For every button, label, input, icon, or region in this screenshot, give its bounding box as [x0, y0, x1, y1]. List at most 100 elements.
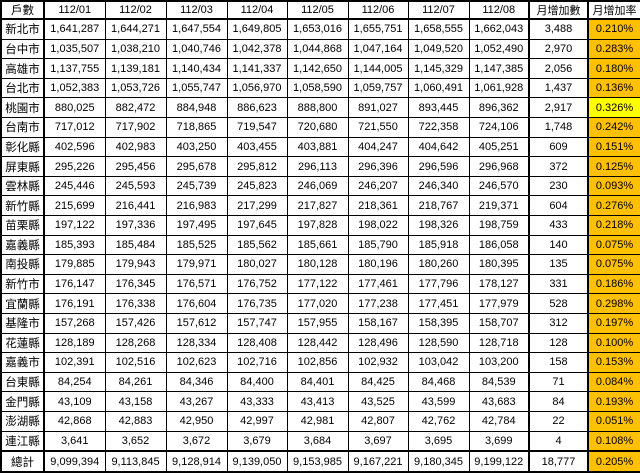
monthly-increase-rate-cell[interactable]: 0.186%	[587, 273, 640, 295]
monthly-increase-rate-cell[interactable]: 0.051%	[587, 410, 640, 432]
monthly-increase-rate-cell[interactable]: 0.075%	[587, 254, 640, 275]
value-cell[interactable]: 103,042	[407, 352, 470, 373]
monthly-increase-rate-cell[interactable]: 0.084%	[587, 371, 640, 393]
value-cell[interactable]: 128,408	[226, 332, 288, 354]
monthly-increase-rate-cell[interactable]: 0.283%	[587, 38, 640, 60]
value-cell[interactable]: 1,140,434	[165, 58, 228, 79]
column-header-monthly-increase-rate[interactable]: 月增加率	[587, 0, 640, 20]
value-cell[interactable]: 296,396	[347, 156, 409, 177]
monthly-increase-rate-cell[interactable]: 0.180%	[587, 58, 640, 79]
monthly-increase-rate-cell[interactable]: 0.093%	[587, 175, 640, 197]
monthly-increase-rate-cell[interactable]: 0.108%	[587, 430, 640, 452]
value-cell[interactable]: 43,109	[43, 391, 106, 412]
value-cell[interactable]: 296,968	[468, 156, 530, 177]
value-cell[interactable]: 296,113	[286, 156, 349, 177]
monthly-increase-cell[interactable]: 2,917	[528, 97, 589, 119]
value-cell[interactable]: 84,261	[104, 371, 167, 393]
value-cell[interactable]: 185,661	[286, 234, 349, 256]
value-cell[interactable]: 43,267	[165, 391, 228, 412]
row-label[interactable]: 南投縣	[0, 254, 45, 275]
value-cell[interactable]: 891,027	[347, 97, 409, 119]
value-cell[interactable]: 295,812	[226, 156, 288, 177]
value-cell[interactable]: 246,570	[468, 175, 530, 197]
row-label[interactable]: 宜蘭縣	[0, 293, 45, 314]
monthly-increase-cell[interactable]: 2,970	[528, 38, 589, 60]
value-cell[interactable]: 880,025	[43, 97, 106, 119]
value-cell[interactable]: 179,943	[104, 254, 167, 275]
value-cell[interactable]: 9,139,050	[226, 450, 288, 473]
value-cell[interactable]: 157,426	[104, 312, 167, 334]
value-cell[interactable]: 1,038,210	[104, 38, 167, 60]
value-cell[interactable]: 177,122	[286, 273, 349, 295]
monthly-increase-cell[interactable]: 331	[528, 273, 589, 295]
value-cell[interactable]: 403,250	[165, 136, 228, 158]
value-cell[interactable]: 185,525	[165, 234, 228, 256]
value-cell[interactable]: 1,658,555	[407, 18, 470, 40]
value-cell[interactable]: 9,180,345	[407, 450, 470, 473]
row-label[interactable]: 基隆市	[0, 312, 45, 334]
monthly-increase-rate-cell[interactable]: 0.197%	[587, 312, 640, 334]
value-cell[interactable]: 1,059,757	[347, 77, 409, 99]
value-cell[interactable]: 719,547	[226, 117, 288, 138]
monthly-increase-cell[interactable]: 372	[528, 156, 589, 177]
row-label[interactable]: 嘉義市	[0, 352, 45, 373]
value-cell[interactable]: 42,883	[104, 410, 167, 432]
value-cell[interactable]: 1,655,751	[347, 18, 409, 40]
value-cell[interactable]: 128,334	[165, 332, 228, 354]
value-cell[interactable]: 43,683	[468, 391, 530, 412]
value-cell[interactable]: 295,678	[165, 156, 228, 177]
value-cell[interactable]: 1,139,181	[104, 58, 167, 79]
value-cell[interactable]: 888,800	[286, 97, 349, 119]
value-cell[interactable]: 882,472	[104, 97, 167, 119]
monthly-increase-cell[interactable]: 18,777	[528, 450, 589, 473]
monthly-increase-rate-cell[interactable]: 0.153%	[587, 352, 640, 373]
column-header-monthly-increase[interactable]: 月增加數	[528, 0, 589, 20]
value-cell[interactable]: 1,049,520	[407, 38, 470, 60]
value-cell[interactable]: 9,099,394	[43, 450, 106, 473]
row-label[interactable]: 連江縣	[0, 430, 45, 452]
value-cell[interactable]: 177,451	[407, 293, 470, 314]
value-cell[interactable]: 245,446	[43, 175, 106, 197]
value-cell[interactable]: 296,596	[407, 156, 470, 177]
value-cell[interactable]: 3,652	[104, 430, 167, 452]
value-cell[interactable]: 43,158	[104, 391, 167, 412]
value-cell[interactable]: 158,167	[347, 312, 409, 334]
monthly-increase-rate-cell[interactable]: 0.193%	[587, 391, 640, 412]
value-cell[interactable]: 218,361	[347, 195, 409, 216]
monthly-increase-rate-cell[interactable]: 0.218%	[587, 215, 640, 236]
value-cell[interactable]: 718,865	[165, 117, 228, 138]
value-cell[interactable]: 3,697	[347, 430, 409, 452]
monthly-increase-cell[interactable]: 71	[528, 371, 589, 393]
value-cell[interactable]: 724,106	[468, 117, 530, 138]
value-cell[interactable]: 245,823	[226, 175, 288, 197]
value-cell[interactable]: 180,128	[286, 254, 349, 275]
value-cell[interactable]: 176,338	[104, 293, 167, 314]
value-cell[interactable]: 176,604	[165, 293, 228, 314]
value-cell[interactable]: 1,044,868	[286, 38, 349, 60]
monthly-increase-cell[interactable]: 2,056	[528, 58, 589, 79]
value-cell[interactable]: 1,144,005	[347, 58, 409, 79]
value-cell[interactable]: 884,948	[165, 97, 228, 119]
monthly-increase-cell[interactable]: 604	[528, 195, 589, 216]
value-cell[interactable]: 722,358	[407, 117, 470, 138]
value-cell[interactable]: 721,550	[347, 117, 409, 138]
row-label[interactable]: 桃園市	[0, 97, 45, 119]
value-cell[interactable]: 176,191	[43, 293, 106, 314]
monthly-increase-cell[interactable]: 230	[528, 175, 589, 197]
value-cell[interactable]: 295,456	[104, 156, 167, 177]
value-cell[interactable]: 180,027	[226, 254, 288, 275]
value-cell[interactable]: 198,022	[347, 215, 409, 236]
monthly-increase-rate-cell[interactable]: 0.210%	[587, 18, 640, 40]
value-cell[interactable]: 128,189	[43, 332, 106, 354]
value-cell[interactable]: 9,199,122	[468, 450, 530, 473]
monthly-increase-rate-cell[interactable]: 0.125%	[587, 156, 640, 177]
value-cell[interactable]: 102,716	[226, 352, 288, 373]
monthly-increase-cell[interactable]: 528	[528, 293, 589, 314]
value-cell[interactable]: 1,047,164	[347, 38, 409, 60]
value-cell[interactable]: 1,035,507	[43, 38, 106, 60]
column-header-month[interactable]: 112/05	[286, 0, 349, 20]
value-cell[interactable]: 245,739	[165, 175, 228, 197]
value-cell[interactable]: 1,142,650	[286, 58, 349, 79]
value-cell[interactable]: 84,539	[468, 371, 530, 393]
value-cell[interactable]: 893,445	[407, 97, 470, 119]
